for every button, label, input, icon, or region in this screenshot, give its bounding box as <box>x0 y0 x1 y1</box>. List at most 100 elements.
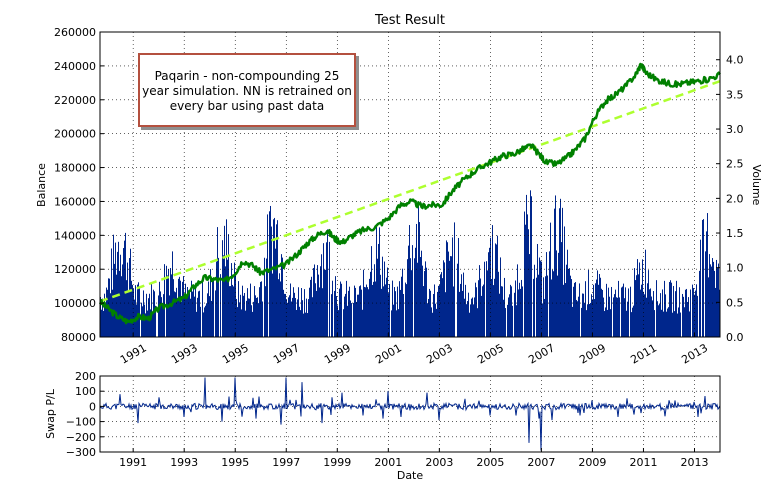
volume-bar <box>247 288 248 337</box>
x-tick-label: 2007 <box>526 341 557 366</box>
volume-bar <box>365 287 366 337</box>
volume-bar <box>708 277 709 337</box>
volume-bar <box>546 252 547 337</box>
volume-bar <box>228 234 229 337</box>
volume-bar <box>695 290 696 337</box>
volume-bar <box>645 249 646 337</box>
volume-bar <box>124 240 125 337</box>
volume-bar <box>259 287 260 337</box>
volume-bar <box>647 283 648 337</box>
volume-bar <box>679 287 680 337</box>
volume-bar <box>301 288 302 337</box>
volume-bar <box>716 259 717 337</box>
volume-bar <box>657 301 658 337</box>
volume-bar <box>340 281 341 337</box>
volume-bar <box>288 297 289 337</box>
volume-bar <box>670 280 671 337</box>
x-tick-label: 2013 <box>679 341 710 366</box>
volume-bar <box>674 311 675 337</box>
volume-bar <box>524 211 525 337</box>
volume-bar <box>170 268 171 337</box>
volume-bar <box>678 307 679 337</box>
volume-bar <box>401 276 402 337</box>
volume-bar <box>375 281 376 337</box>
volume-bar <box>358 294 359 337</box>
volume-bar <box>308 299 309 337</box>
volume-bar <box>683 296 684 337</box>
volume-bar <box>443 260 444 337</box>
volume-bar <box>542 303 543 337</box>
volume-bar <box>638 274 639 337</box>
volume-bar <box>204 307 205 337</box>
volume-bar <box>642 259 643 337</box>
volume-bar <box>339 288 340 337</box>
volume-bar <box>368 289 369 337</box>
volume-bar <box>649 289 650 337</box>
volume-bar <box>541 261 542 337</box>
volume-bar <box>487 270 488 337</box>
x-tick-label: 1995 <box>221 456 249 469</box>
volume-bar <box>511 286 512 337</box>
volume-bar <box>437 291 438 337</box>
volume-bar <box>213 277 214 337</box>
volume-bar <box>501 286 502 337</box>
volume-bar <box>569 268 570 337</box>
volume-bar <box>271 226 272 337</box>
volume-bar <box>601 288 602 337</box>
volume-bar <box>410 258 411 337</box>
volume-bar <box>154 291 155 337</box>
volume-bar <box>596 279 597 337</box>
volume-bar <box>150 309 151 337</box>
volume-bar <box>718 263 719 337</box>
volume-bar <box>536 277 537 337</box>
volume-bar <box>630 286 631 337</box>
volume-bar <box>283 289 284 337</box>
volume-bar <box>210 269 211 337</box>
x-tick-label: 1999 <box>323 456 351 469</box>
x-tick-label: 2001 <box>374 456 402 469</box>
volume-bar <box>562 207 563 337</box>
volume-bar <box>370 271 371 337</box>
x-tick-label: 2003 <box>425 456 453 469</box>
volume-bar <box>303 313 304 337</box>
x-tick-label: 2003 <box>424 341 455 366</box>
volume-bar <box>652 300 653 337</box>
volume-bar <box>387 267 388 337</box>
volume-bar <box>457 263 458 337</box>
volume-bar <box>132 285 133 337</box>
volume-bar <box>373 281 374 337</box>
annotation-text: Paqarin - non-compounding 25 year simula… <box>142 69 352 113</box>
y-tick-label: 120000 <box>54 263 96 276</box>
volume-bar <box>139 288 140 337</box>
volume-bar <box>584 303 585 337</box>
volume-bar <box>481 295 482 337</box>
volume-bar <box>383 286 384 337</box>
volume-bar <box>393 304 394 337</box>
volume-bar <box>261 281 262 337</box>
volume-bar <box>465 284 466 337</box>
volume-bar <box>614 294 615 337</box>
x-tick-label: 2011 <box>628 341 659 366</box>
volume-bar <box>688 297 689 337</box>
volume-bar <box>178 278 179 337</box>
volume-bar <box>194 296 195 337</box>
volume-bar <box>195 283 196 337</box>
y2-tick-label: 1.0 <box>726 262 744 275</box>
volume-bar <box>236 298 237 337</box>
x-tick-label: 2013 <box>680 456 708 469</box>
volume-bar <box>355 287 356 337</box>
volume-bar <box>538 274 539 337</box>
volume-bar <box>258 303 259 337</box>
volume-bar <box>327 229 328 337</box>
volume-bar <box>475 282 476 337</box>
volume-bar <box>458 237 459 337</box>
y2-tick-label: 3.0 <box>726 123 744 136</box>
volume-bar <box>102 298 103 337</box>
volume-bar <box>347 305 348 337</box>
volume-bar <box>550 222 551 337</box>
volume-bar <box>445 292 446 337</box>
volume-bar <box>122 264 123 337</box>
volume-bar <box>537 243 538 337</box>
volume-bar <box>296 309 297 337</box>
volume-bar <box>324 269 325 337</box>
